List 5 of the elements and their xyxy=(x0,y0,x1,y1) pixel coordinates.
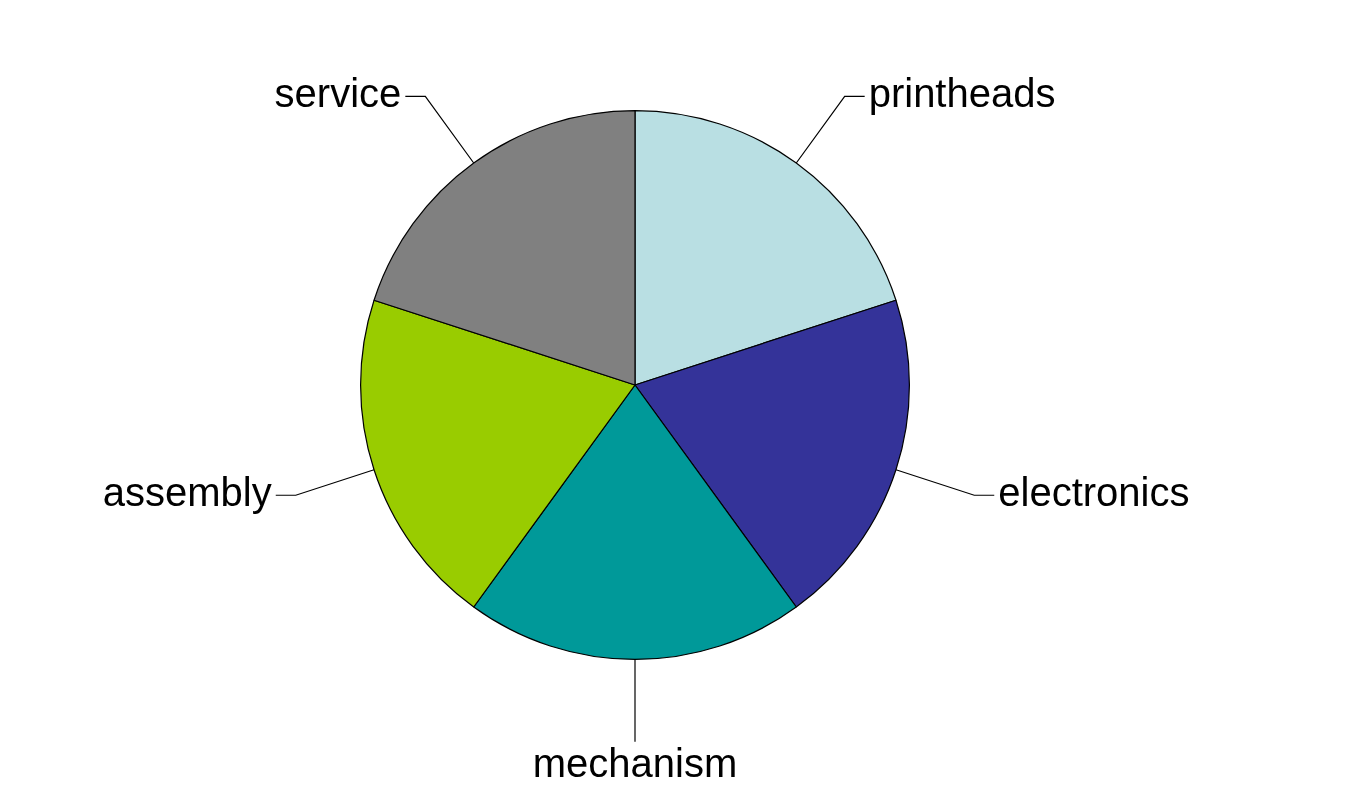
slice-label: mechanism xyxy=(532,740,738,785)
slice-label: service xyxy=(274,71,402,116)
slice-label: printheads xyxy=(868,71,1056,116)
slice-label: electronics xyxy=(998,470,1190,515)
slice-label: assembly xyxy=(102,470,272,515)
